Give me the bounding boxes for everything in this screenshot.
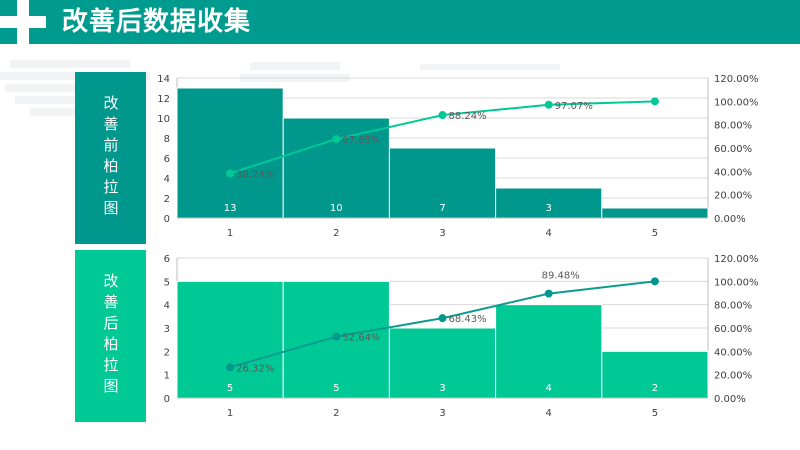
y-right-tick-label: 40.00% [714, 167, 752, 178]
y-left-tick-label: 4 [164, 174, 170, 185]
line-point [226, 363, 235, 372]
x-tick-label: 3 [439, 408, 445, 419]
y-right-tick-label: 80.00% [714, 301, 752, 312]
bar-value-label: 7 [439, 203, 445, 214]
line-value-label: 67.65% [342, 135, 380, 146]
y-left-tick-label: 1 [164, 371, 170, 382]
line-value-label: 88.24% [449, 111, 487, 122]
y-right-tick-label: 120.00% [714, 74, 759, 85]
bar-value-label: 3 [439, 383, 445, 394]
line-point [332, 332, 341, 341]
bar-value-label: 3 [546, 203, 552, 214]
x-tick-label: 2 [333, 228, 339, 239]
bar [282, 117, 390, 219]
x-tick-label: 5 [652, 408, 658, 419]
y-right-tick-label: 20.00% [714, 371, 752, 382]
bar-value-label: 4 [546, 383, 552, 394]
y-left-tick-label: 12 [157, 94, 170, 105]
y-left-tick-label: 8 [164, 134, 170, 145]
pareto-chart-after: 01234560.00%20.00%40.00%60.00%80.00%100.… [164, 254, 759, 419]
bar [601, 350, 709, 399]
y-left-tick-label: 4 [164, 301, 170, 312]
x-tick-label: 5 [652, 228, 658, 239]
line-point [226, 169, 235, 178]
line-point [544, 100, 553, 109]
page-title: 改善后数据收集 [62, 7, 252, 37]
y-left-tick-label: 3 [164, 324, 170, 335]
bar-value-label: 5 [333, 383, 339, 394]
bar-value-label: 2 [652, 383, 658, 394]
line-point [650, 97, 659, 106]
x-tick-label: 3 [439, 228, 445, 239]
y-right-tick-label: 120.00% [714, 254, 759, 265]
y-left-tick-label: 2 [164, 347, 170, 358]
x-tick-label: 1 [227, 228, 233, 239]
line-value-label: 52.64% [342, 333, 380, 344]
line-value-label: 26.32% [236, 363, 274, 374]
bar [601, 207, 709, 219]
x-tick-label: 4 [546, 408, 552, 419]
panel-before-text: 改善前柏拉图 [101, 95, 120, 221]
panel-after-text: 改善后柏拉图 [101, 273, 120, 399]
y-right-tick-label: 40.00% [714, 347, 752, 358]
x-tick-label: 2 [333, 408, 339, 419]
line-value-label: 38.24% [236, 169, 274, 180]
bar-value-label: 5 [227, 383, 233, 394]
y-left-tick-label: 0 [164, 214, 170, 225]
y-right-tick-label: 20.00% [714, 191, 752, 202]
y-right-tick-label: 80.00% [714, 121, 752, 132]
bar [176, 87, 284, 219]
bar [176, 280, 284, 399]
x-tick-label: 4 [546, 228, 552, 239]
bar-value-label: 13 [224, 203, 237, 214]
y-left-tick-label: 5 [164, 277, 170, 288]
panel-before-label: 改善前柏拉图 [75, 72, 146, 244]
bar [495, 187, 603, 219]
y-right-tick-label: 60.00% [714, 324, 752, 335]
line-value-label: 89.48% [542, 271, 580, 282]
y-left-tick-label: 6 [164, 254, 170, 265]
y-left-tick-label: 14 [157, 74, 170, 85]
y-left-tick-label: 10 [157, 114, 170, 125]
line-point [438, 111, 447, 120]
y-right-tick-label: 60.00% [714, 144, 752, 155]
line-point [650, 277, 659, 286]
line-point [438, 314, 447, 323]
pareto-chart-before: 024681012140.00%20.00%40.00%60.00%80.00%… [157, 74, 759, 239]
line-value-label: 97.07% [555, 101, 593, 112]
y-right-tick-label: 0.00% [714, 214, 746, 225]
cross-logo-icon-vertical [17, 0, 29, 44]
y-right-tick-label: 0.00% [714, 394, 746, 405]
line-point [544, 289, 553, 298]
y-right-tick-label: 100.00% [714, 97, 759, 108]
header-bar: 改善后数据收集 [0, 0, 800, 44]
y-right-tick-label: 100.00% [714, 277, 759, 288]
y-left-tick-label: 0 [164, 394, 170, 405]
line-value-label: 68.43% [449, 314, 487, 325]
line-point [332, 135, 341, 144]
y-left-tick-label: 6 [164, 154, 170, 165]
bar-value-label: 10 [330, 203, 343, 214]
panel-after-label: 改善后柏拉图 [75, 250, 146, 422]
x-tick-label: 1 [227, 408, 233, 419]
y-left-tick-label: 2 [164, 194, 170, 205]
